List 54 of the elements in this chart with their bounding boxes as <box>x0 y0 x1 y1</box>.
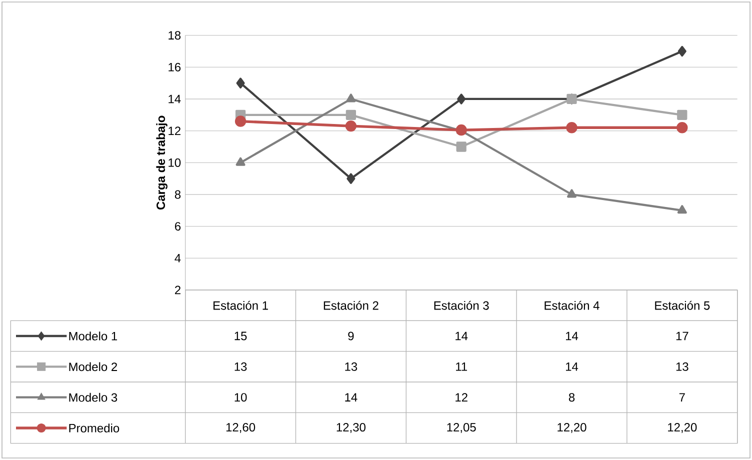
y-tick-label: 6 <box>175 222 181 231</box>
data-label: 12,20 <box>558 423 586 433</box>
legend-label: Promedio <box>69 424 120 432</box>
point <box>677 110 688 120</box>
data-label: 17 <box>676 332 688 340</box>
point <box>456 142 466 152</box>
data-label: 12,60 <box>226 423 256 433</box>
y-tick-label: 8 <box>174 190 181 199</box>
point <box>566 189 577 198</box>
y-tick-label: 14 <box>168 94 181 104</box>
legend-label: Modelo 3 <box>69 392 118 402</box>
data-label: 11 <box>456 362 467 371</box>
y-tick-label: 18 <box>168 31 181 40</box>
data-label: 10 <box>234 393 247 402</box>
point <box>566 122 578 134</box>
point <box>676 122 688 134</box>
data-label: 15 <box>234 332 247 340</box>
y-tick-label: 2 <box>175 286 180 294</box>
data-label: 12,20 <box>668 423 697 433</box>
y-tick-label: 10 <box>168 158 181 167</box>
y-tick-label: 4 <box>174 254 181 262</box>
data-label: 14 <box>566 332 578 340</box>
data-label: 12,05 <box>447 423 476 433</box>
data-label: 12,30 <box>336 423 366 433</box>
y-tick-label: 12 <box>168 126 180 136</box>
point <box>234 116 246 127</box>
data-label: 7 <box>679 393 685 402</box>
data-label: 12 <box>456 393 468 402</box>
point <box>346 173 356 184</box>
data-label: 13 <box>345 362 358 371</box>
x-tick-label: Estación 3 <box>434 300 489 310</box>
data-label: 14 <box>566 362 578 371</box>
point <box>345 120 357 132</box>
legend-label: Modelo 1 <box>69 332 118 340</box>
point <box>236 78 245 88</box>
x-tick-label: Estación 2 <box>324 300 378 310</box>
data-label: 13 <box>234 362 247 371</box>
point <box>677 205 687 214</box>
y-tick-label: 16 <box>168 62 181 72</box>
x-tick-label: Estación 4 <box>544 300 600 310</box>
point <box>346 94 356 102</box>
x-tick-label: Estación 5 <box>655 300 710 310</box>
data-label: 8 <box>568 393 575 402</box>
x-tick-label: Estación 1 <box>214 300 268 310</box>
data-label: 14 <box>456 332 468 340</box>
data-label: 14 <box>345 393 358 402</box>
point <box>457 94 466 104</box>
data-label: 9 <box>348 332 354 340</box>
legend-label: Modelo 2 <box>69 362 118 372</box>
y-axis-title: Carga de trabajo <box>156 116 168 210</box>
point <box>346 110 356 120</box>
data-label: 13 <box>676 362 688 371</box>
point <box>678 46 686 57</box>
point <box>236 157 246 166</box>
